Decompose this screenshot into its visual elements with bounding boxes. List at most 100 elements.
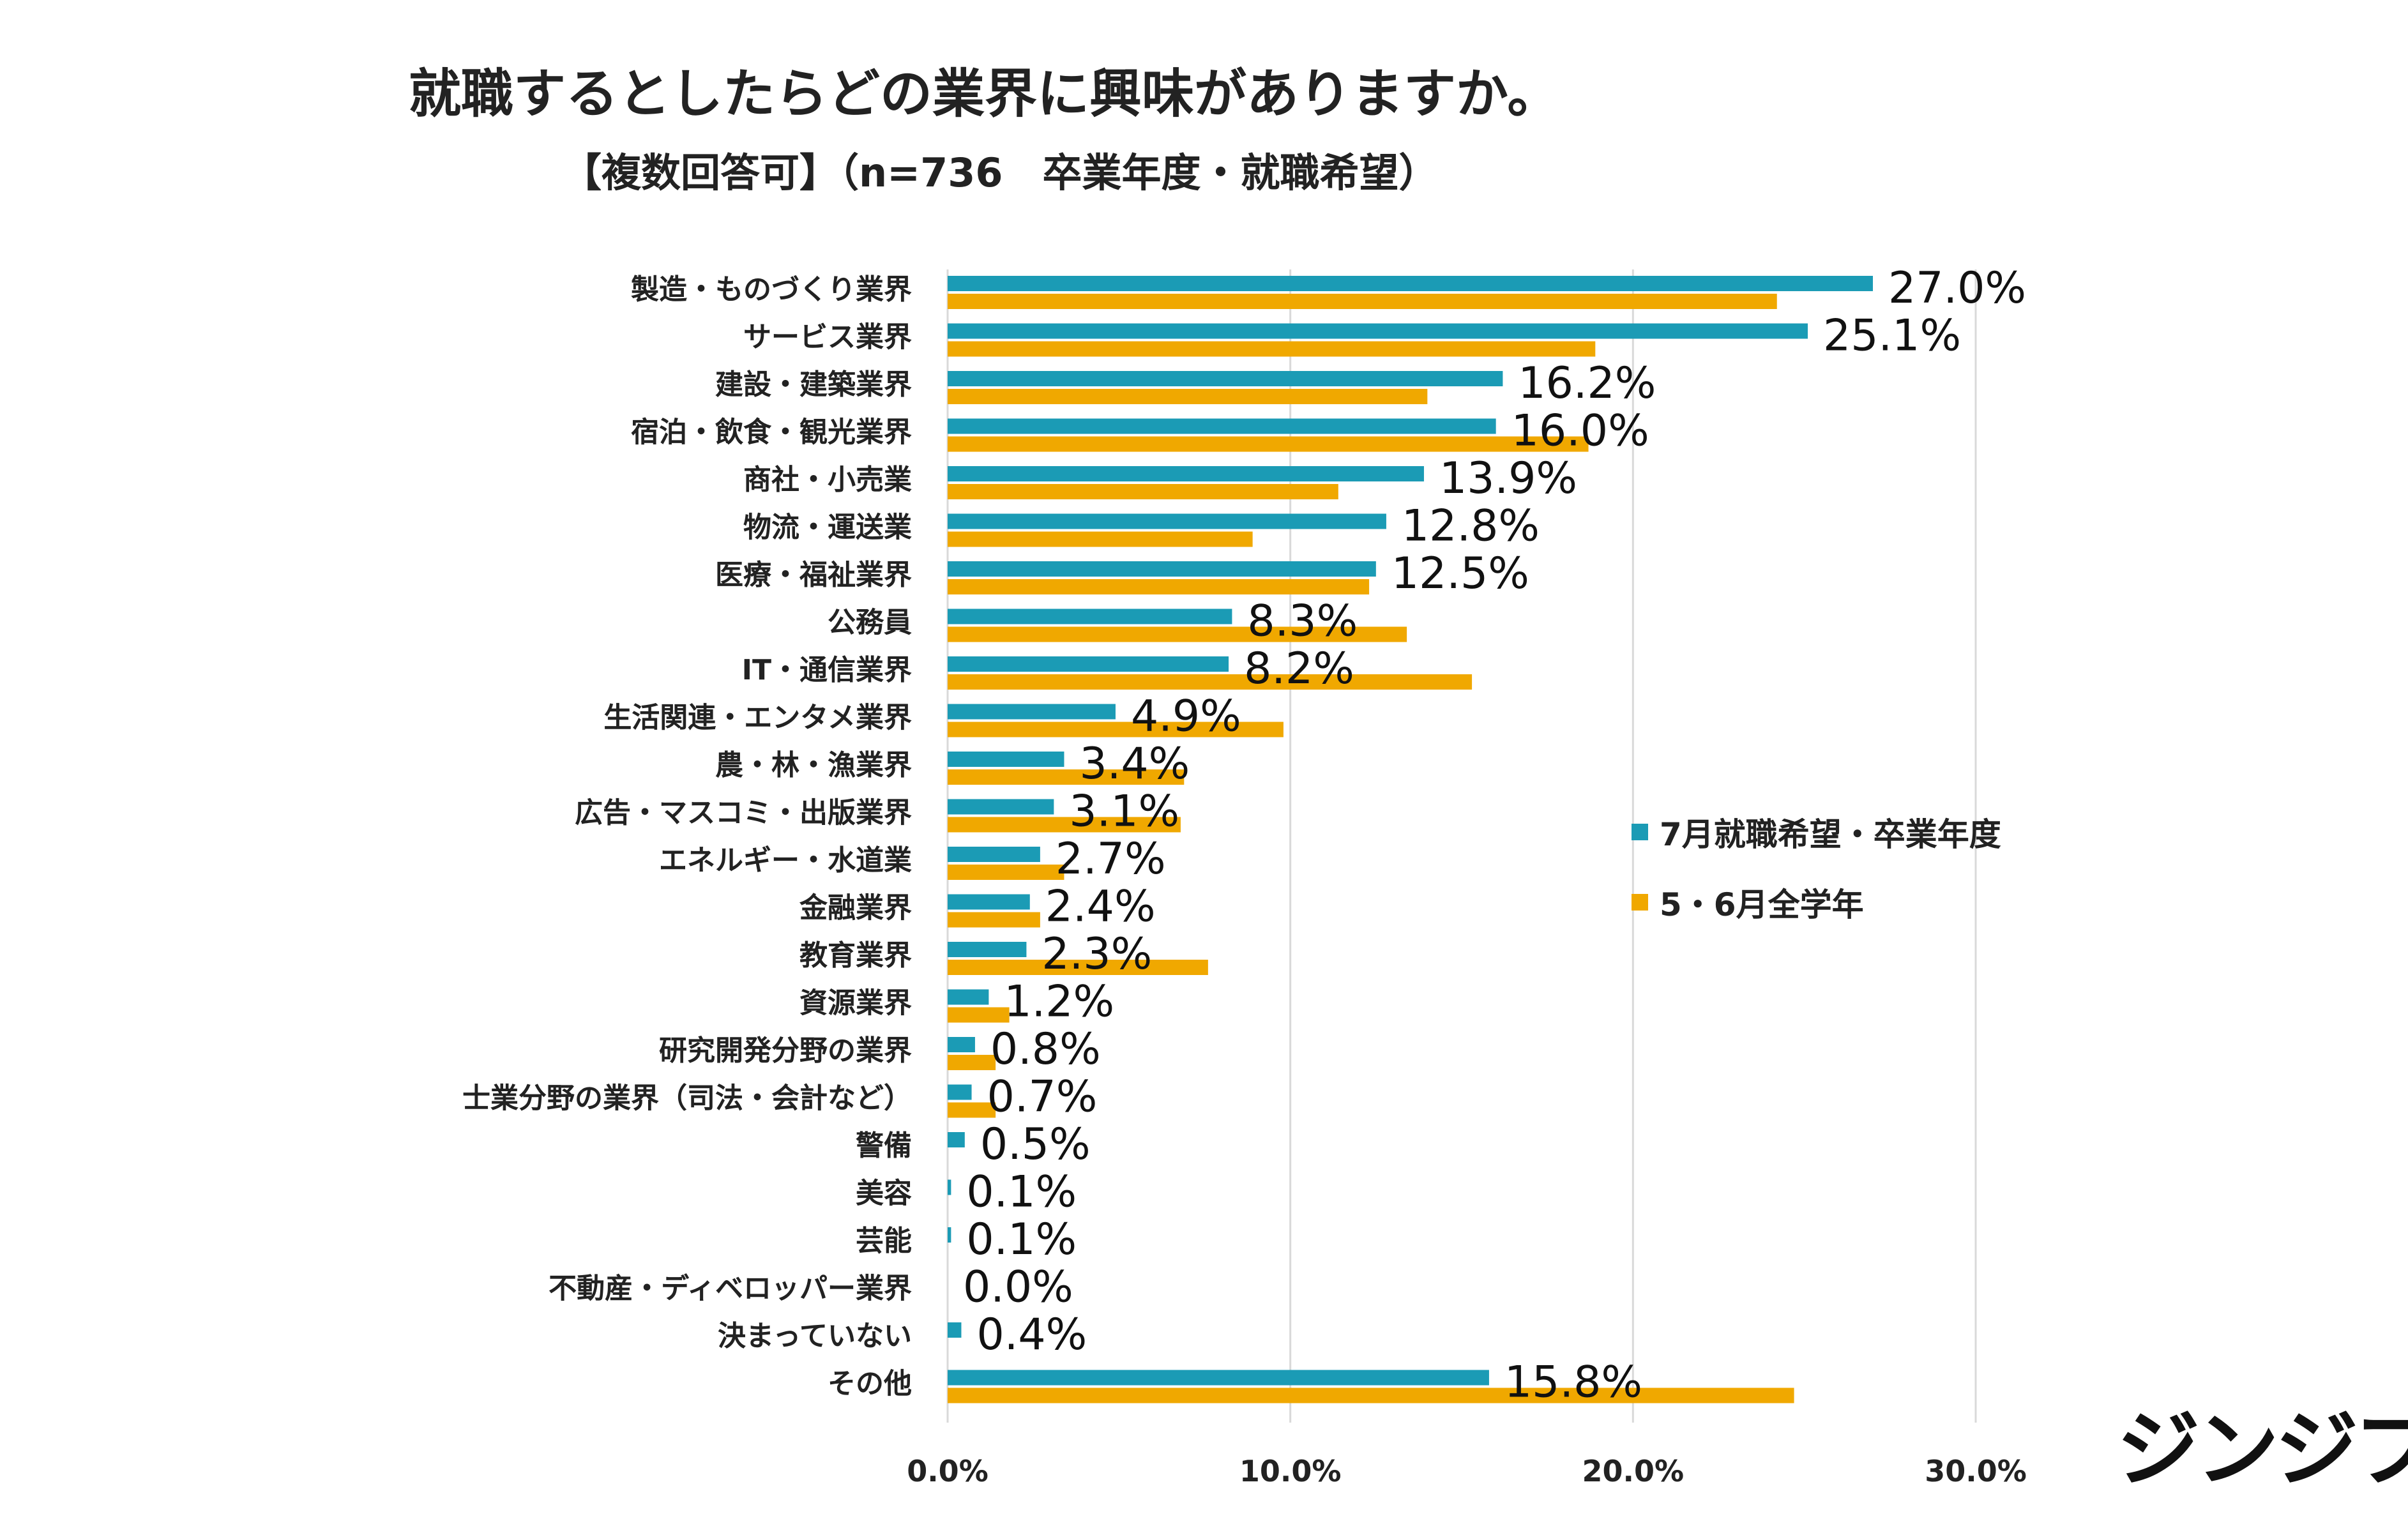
data-label: 0.1% [966, 1214, 1077, 1265]
legend-item-series1[interactable]: 7月就職希望・卒業年度 [1632, 808, 2001, 856]
bar-series2[interactable] [948, 960, 1208, 975]
bar-series2[interactable] [948, 769, 1185, 785]
category-label: 商社・小売業 [743, 464, 912, 496]
x-tick-label: 0.0% [907, 1454, 988, 1488]
bar-series1[interactable] [948, 276, 1873, 291]
category-label: 警備 [856, 1130, 912, 1162]
category-label: 不動産・ディベロッパー業界 [549, 1273, 912, 1305]
category-label: 士業分野の業界（司法・会計など） [462, 1082, 912, 1115]
x-tick-label: 10.0% [1239, 1454, 1342, 1488]
series2-bars [948, 294, 1794, 1403]
bar-series2[interactable] [948, 531, 1253, 547]
series1-bars [948, 276, 1873, 1386]
legend-swatch-series1 [1632, 824, 1648, 840]
category-label: その他 [828, 1368, 912, 1400]
category-label: 物流・運送業 [743, 511, 912, 544]
bar-series2[interactable] [948, 579, 1370, 594]
bar-series2[interactable] [948, 341, 1596, 357]
bar-series2[interactable] [948, 865, 1064, 880]
bar-series2[interactable] [948, 436, 1589, 452]
category-label: 芸能 [856, 1225, 912, 1257]
data-label: 12.5% [1391, 548, 1529, 599]
data-label: 2.7% [1056, 834, 1166, 884]
data-label: 0.5% [980, 1119, 1091, 1170]
category-label: 広告・マスコミ・出版業界 [575, 797, 912, 829]
data-label: 16.0% [1511, 406, 1649, 457]
bar-series2[interactable] [948, 912, 1040, 928]
legend-swatch-series2 [1632, 894, 1648, 911]
category-label: 製造・ものづくり業界 [631, 273, 912, 306]
legend-label-series1: 7月就職希望・卒業年度 [1660, 816, 2001, 853]
data-label: 0.7% [987, 1072, 1098, 1123]
bar-series1[interactable] [948, 847, 1040, 862]
bar-series2[interactable] [948, 1388, 1794, 1403]
x-tick-label: 20.0% [1582, 1454, 1685, 1488]
bar-series1[interactable] [948, 323, 1808, 339]
data-label: 0.1% [966, 1167, 1077, 1218]
bar-series1[interactable] [948, 513, 1386, 529]
bar-series2[interactable] [948, 626, 1407, 642]
data-label: 4.9% [1131, 692, 1241, 742]
bar-series2[interactable] [948, 389, 1428, 404]
category-label: 研究開発分野の業界 [659, 1034, 912, 1067]
bar-series1[interactable] [948, 1084, 972, 1100]
data-label: 16.2% [1518, 358, 1656, 409]
bar-series1[interactable] [948, 752, 1064, 767]
category-label: IT・通信業界 [742, 654, 912, 686]
data-label: 8.2% [1244, 644, 1354, 694]
data-label: 0.4% [976, 1310, 1087, 1360]
data-label: 13.9% [1439, 453, 1577, 504]
legend-item-series2[interactable]: 5・6月全学年 [1632, 878, 2001, 926]
bar-series2[interactable] [948, 817, 1181, 833]
bar-series2[interactable] [948, 722, 1284, 737]
bar-series1[interactable] [948, 656, 1229, 672]
data-label: 0.0% [963, 1262, 1073, 1313]
category-label: エネルギー・水道業 [659, 844, 912, 877]
bar-series1[interactable] [948, 1132, 965, 1147]
data-label: 3.1% [1069, 787, 1179, 837]
bar-series1[interactable] [948, 1179, 951, 1195]
category-label: 美容 [856, 1177, 912, 1210]
category-label: サービス業界 [743, 321, 912, 354]
category-label: 建設・建築業界 [715, 368, 912, 401]
bar-series1[interactable] [948, 561, 1376, 577]
bar-series1[interactable] [948, 609, 1232, 624]
bar-series2[interactable] [948, 1055, 996, 1070]
data-label: 2.3% [1041, 929, 1152, 979]
bar-series1[interactable] [948, 466, 1424, 481]
bar-series1[interactable] [948, 371, 1503, 386]
bar-series1[interactable] [948, 1370, 1489, 1386]
data-label: 1.2% [1004, 977, 1114, 1027]
category-label: 公務員 [828, 607, 912, 639]
category-label: 農・林・漁業界 [715, 749, 912, 782]
category-label: 決まっていない [718, 1320, 912, 1352]
bar-series2[interactable] [948, 484, 1338, 499]
category-label: 生活関連・エンタメ業界 [603, 702, 912, 734]
bar-series2[interactable] [948, 1007, 1010, 1023]
x-axis-ticks: 0.0% 10.0% 20.0% 30.0% [907, 1454, 2027, 1488]
bar-series1[interactable] [948, 1227, 951, 1243]
data-label: 25.1% [1823, 311, 1961, 361]
bar-series1[interactable] [948, 418, 1496, 434]
bar-series1[interactable] [948, 799, 1054, 815]
data-labels: 27.0%25.1% 16.2%16.0%13.9%12.8%12.5% 8.3%8… [963, 263, 2026, 1408]
chart-subtitle: 【複数回答可】（n=736 卒業年度・就職希望） [562, 149, 1439, 196]
data-label: 8.3% [1247, 596, 1358, 647]
bar-series2[interactable] [948, 294, 1777, 309]
bar-series2[interactable] [948, 1102, 996, 1118]
data-label: 27.0% [1888, 263, 2026, 314]
bar-series2[interactable] [948, 674, 1473, 690]
data-label: 12.8% [1402, 501, 1540, 552]
bar-series1[interactable] [948, 704, 1116, 720]
bar-series1[interactable] [948, 1037, 975, 1052]
data-label: 0.8% [990, 1024, 1101, 1075]
category-label: 宿泊・飲食・観光業界 [631, 416, 912, 449]
legend-label-series2: 5・6月全学年 [1660, 886, 1864, 923]
bar-series1[interactable] [948, 894, 1030, 910]
x-tick-label: 30.0% [1925, 1454, 2027, 1488]
bar-series1[interactable] [948, 1322, 962, 1338]
data-label: 2.4% [1045, 882, 1156, 932]
bar-series1[interactable] [948, 989, 989, 1005]
bar-series1[interactable] [948, 942, 1027, 957]
